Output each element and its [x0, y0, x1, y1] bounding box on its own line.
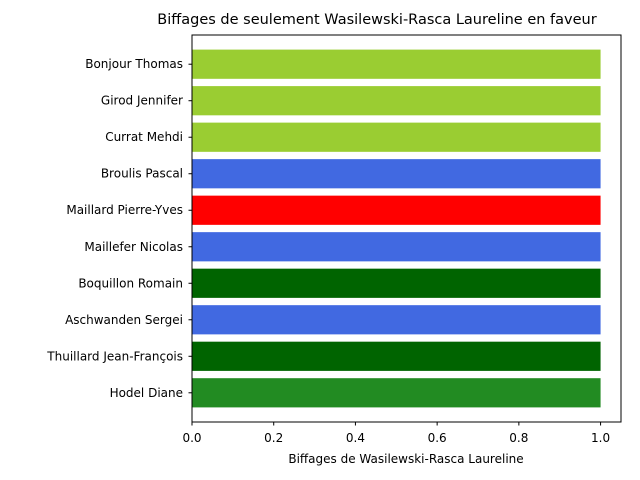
bar-9	[192, 378, 601, 408]
bar-2	[192, 122, 601, 152]
y-tick-label-8: Thuillard Jean-François	[46, 349, 183, 363]
bar-8	[192, 341, 601, 371]
bar-7	[192, 305, 601, 335]
bar-3	[192, 159, 601, 189]
y-tick-label-5: Maillefer Nicolas	[84, 240, 183, 254]
bar-5	[192, 232, 601, 262]
x-tick-label-4: 0.8	[509, 431, 528, 445]
y-tick-label-1: Girod Jennifer	[101, 94, 183, 108]
bar-0	[192, 49, 601, 79]
x-tick-label-2: 0.4	[346, 431, 365, 445]
y-tick-label-2: Currat Mehdi	[105, 130, 183, 144]
x-tick-label-0: 0.0	[182, 431, 201, 445]
y-axis: Bonjour Thomas Girod Jennifer Currat Mehdi…	[46, 57, 192, 400]
y-tick-label-9: Hodel Diane	[110, 386, 183, 400]
x-tick-label-1: 0.2	[264, 431, 283, 445]
x-tick-label-3: 0.6	[428, 431, 447, 445]
bar-6	[192, 268, 601, 298]
y-tick-label-7: Aschwanden Sergei	[65, 313, 183, 327]
y-tick-label-4: Maillard Pierre-Yves	[66, 203, 183, 217]
y-tick-label-6: Boquillon Romain	[78, 276, 183, 290]
bar-1	[192, 86, 601, 116]
y-tick-label-3: Broulis Pascal	[101, 167, 183, 181]
plot-frame	[191, 34, 622, 423]
bars-group	[192, 49, 601, 408]
x-axis-label: Biffages de Wasilewski-Rasca Laureline	[288, 452, 523, 466]
y-tick-label-0: Bonjour Thomas	[85, 57, 183, 71]
bar-4	[192, 195, 601, 225]
chart-title: Biffages de seulement Wasilewski-Rasca L…	[157, 12, 596, 28]
x-axis: 0.0 0.2 0.4 0.6 0.8 1.0	[182, 422, 610, 445]
x-tick-label-5: 1.0	[591, 431, 610, 445]
